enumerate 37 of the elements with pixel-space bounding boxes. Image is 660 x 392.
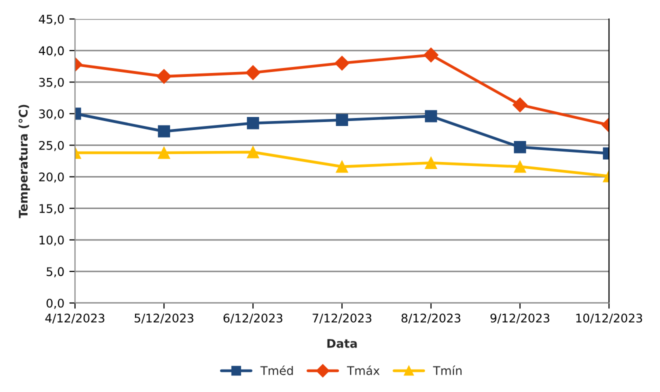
point bbox=[156, 69, 172, 84]
x-tick-label: 5/12/2023 bbox=[134, 314, 194, 324]
point bbox=[514, 160, 526, 173]
point bbox=[246, 117, 260, 130]
x-tick-label: 4/12/2023 bbox=[45, 314, 104, 324]
y-tick-label: 15,0 bbox=[40, 204, 64, 214]
y-tick-label: 35,0 bbox=[39, 78, 64, 88]
point bbox=[424, 48, 438, 62]
point bbox=[334, 56, 350, 71]
point bbox=[514, 141, 526, 154]
point bbox=[424, 110, 438, 122]
y-tick-label: 5,0 bbox=[46, 267, 64, 278]
y-tick-label: 20,0 bbox=[39, 172, 64, 183]
point bbox=[246, 146, 260, 158]
x-tick-label: 10/12/2023 bbox=[576, 314, 642, 324]
point bbox=[336, 114, 348, 126]
y-tick-label: 0,0 bbox=[46, 298, 64, 309]
y-tick-label: 10,0 bbox=[40, 236, 64, 246]
y-tick-label: 25,0 bbox=[39, 140, 64, 152]
y-tick-label: 30,0 bbox=[39, 109, 64, 120]
point bbox=[158, 146, 170, 159]
y-tick-label: 45,0 bbox=[38, 14, 64, 25]
y-tick-label: 40,0 bbox=[38, 46, 64, 56]
y-axis-title: Temperatura (°C) bbox=[18, 104, 30, 218]
legend-label: Tméd bbox=[260, 365, 293, 376]
x-axis-title: Data bbox=[327, 339, 357, 348]
x-tick-label: 9/12/2023 bbox=[490, 314, 550, 324]
point bbox=[158, 125, 170, 138]
point bbox=[246, 65, 260, 80]
point bbox=[336, 160, 348, 173]
legend-label: Tmáx bbox=[346, 365, 380, 376]
x-tick-label: 8/12/2023 bbox=[402, 314, 460, 324]
x-tick-label: 6/12/2023 bbox=[224, 314, 282, 324]
x-tick-label: 7/12/2023 bbox=[312, 314, 372, 324]
point bbox=[512, 97, 528, 112]
legend-label: Tmín bbox=[433, 365, 462, 375]
point bbox=[424, 156, 438, 169]
